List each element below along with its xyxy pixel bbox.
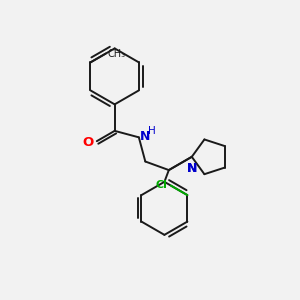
Text: N: N (140, 130, 150, 143)
Text: H: H (148, 126, 156, 136)
Text: Cl: Cl (156, 180, 168, 190)
Text: N: N (187, 162, 197, 175)
Text: N: N (187, 162, 197, 175)
Text: CH₃: CH₃ (108, 49, 126, 58)
Text: O: O (82, 136, 93, 149)
